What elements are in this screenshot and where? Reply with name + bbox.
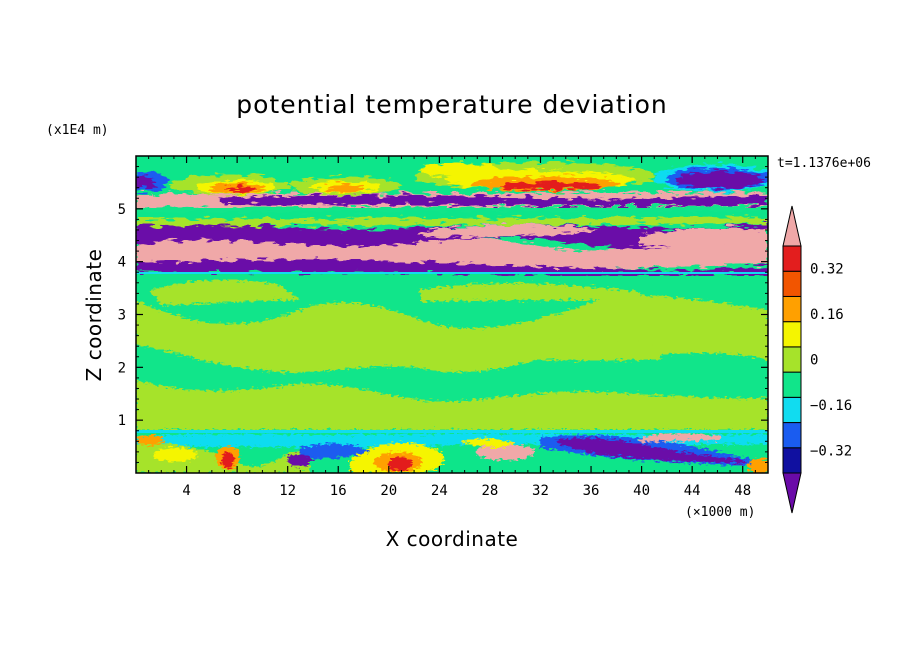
- colorbar-tick-label: 0.32: [810, 262, 844, 278]
- x-tick-label: 8: [233, 483, 241, 499]
- colorbar-box: [782, 396, 802, 424]
- colorbar-box: [782, 371, 802, 398]
- x-tick-label: 44: [684, 483, 701, 499]
- x-tick-label: 40: [633, 483, 650, 499]
- x-tick-label: 4: [182, 483, 190, 499]
- x-unit-label: (×1000 m): [685, 505, 755, 520]
- colorbar-box: [782, 346, 802, 373]
- y-tick-label: 4: [118, 255, 126, 271]
- colorbar-tick-label: −0.32: [810, 443, 852, 459]
- colorbar-tick-label: −0.16: [810, 398, 852, 414]
- colorbar-max-arrow: [782, 205, 802, 247]
- x-tick-label: 16: [330, 483, 347, 499]
- x-tick-label: 28: [481, 483, 498, 499]
- x-tick-label: 20: [380, 483, 397, 499]
- y-axis-label: Z coordinate: [82, 249, 106, 382]
- x-tick-label: 12: [279, 483, 296, 499]
- y-unit-label: (x1E4 m): [46, 123, 109, 138]
- colorbar-box: [782, 295, 802, 323]
- colorbar-min-arrow: [782, 472, 802, 514]
- y-axis: 1 2 3 4 5: [118, 166, 768, 463]
- x-tick-label: 32: [532, 483, 549, 499]
- colorbar-box: [782, 321, 802, 348]
- colorbar-box: [782, 270, 802, 297]
- x-axis-label: X coordinate: [386, 527, 519, 551]
- x-tick-label: 36: [583, 483, 600, 499]
- colorbar-tick-label: 0.16: [810, 307, 844, 323]
- y-tick-label: 1: [118, 413, 126, 429]
- colorbar-tick-label: 0: [810, 353, 818, 369]
- x-tick-label: 48: [734, 483, 751, 499]
- y-tick-label: 2: [118, 360, 126, 376]
- x-tick-label: 24: [431, 483, 448, 499]
- colorbar-box: [782, 422, 802, 449]
- y-tick-label: 5: [118, 202, 126, 218]
- time-label: t=1.1376e+06: [777, 156, 871, 171]
- colorbar: 0.32 0.16 0 −0.16 −0.32: [782, 205, 852, 514]
- chart-title: potential temperature deviation: [236, 90, 667, 119]
- colorbar-box: [782, 447, 802, 474]
- colorbar-box: [782, 245, 802, 272]
- x-axis: 4 8 12 16 20 24 28 32 36 40 44 48: [148, 156, 756, 499]
- y-tick-label: 3: [118, 308, 126, 324]
- contour-field: [136, 156, 768, 473]
